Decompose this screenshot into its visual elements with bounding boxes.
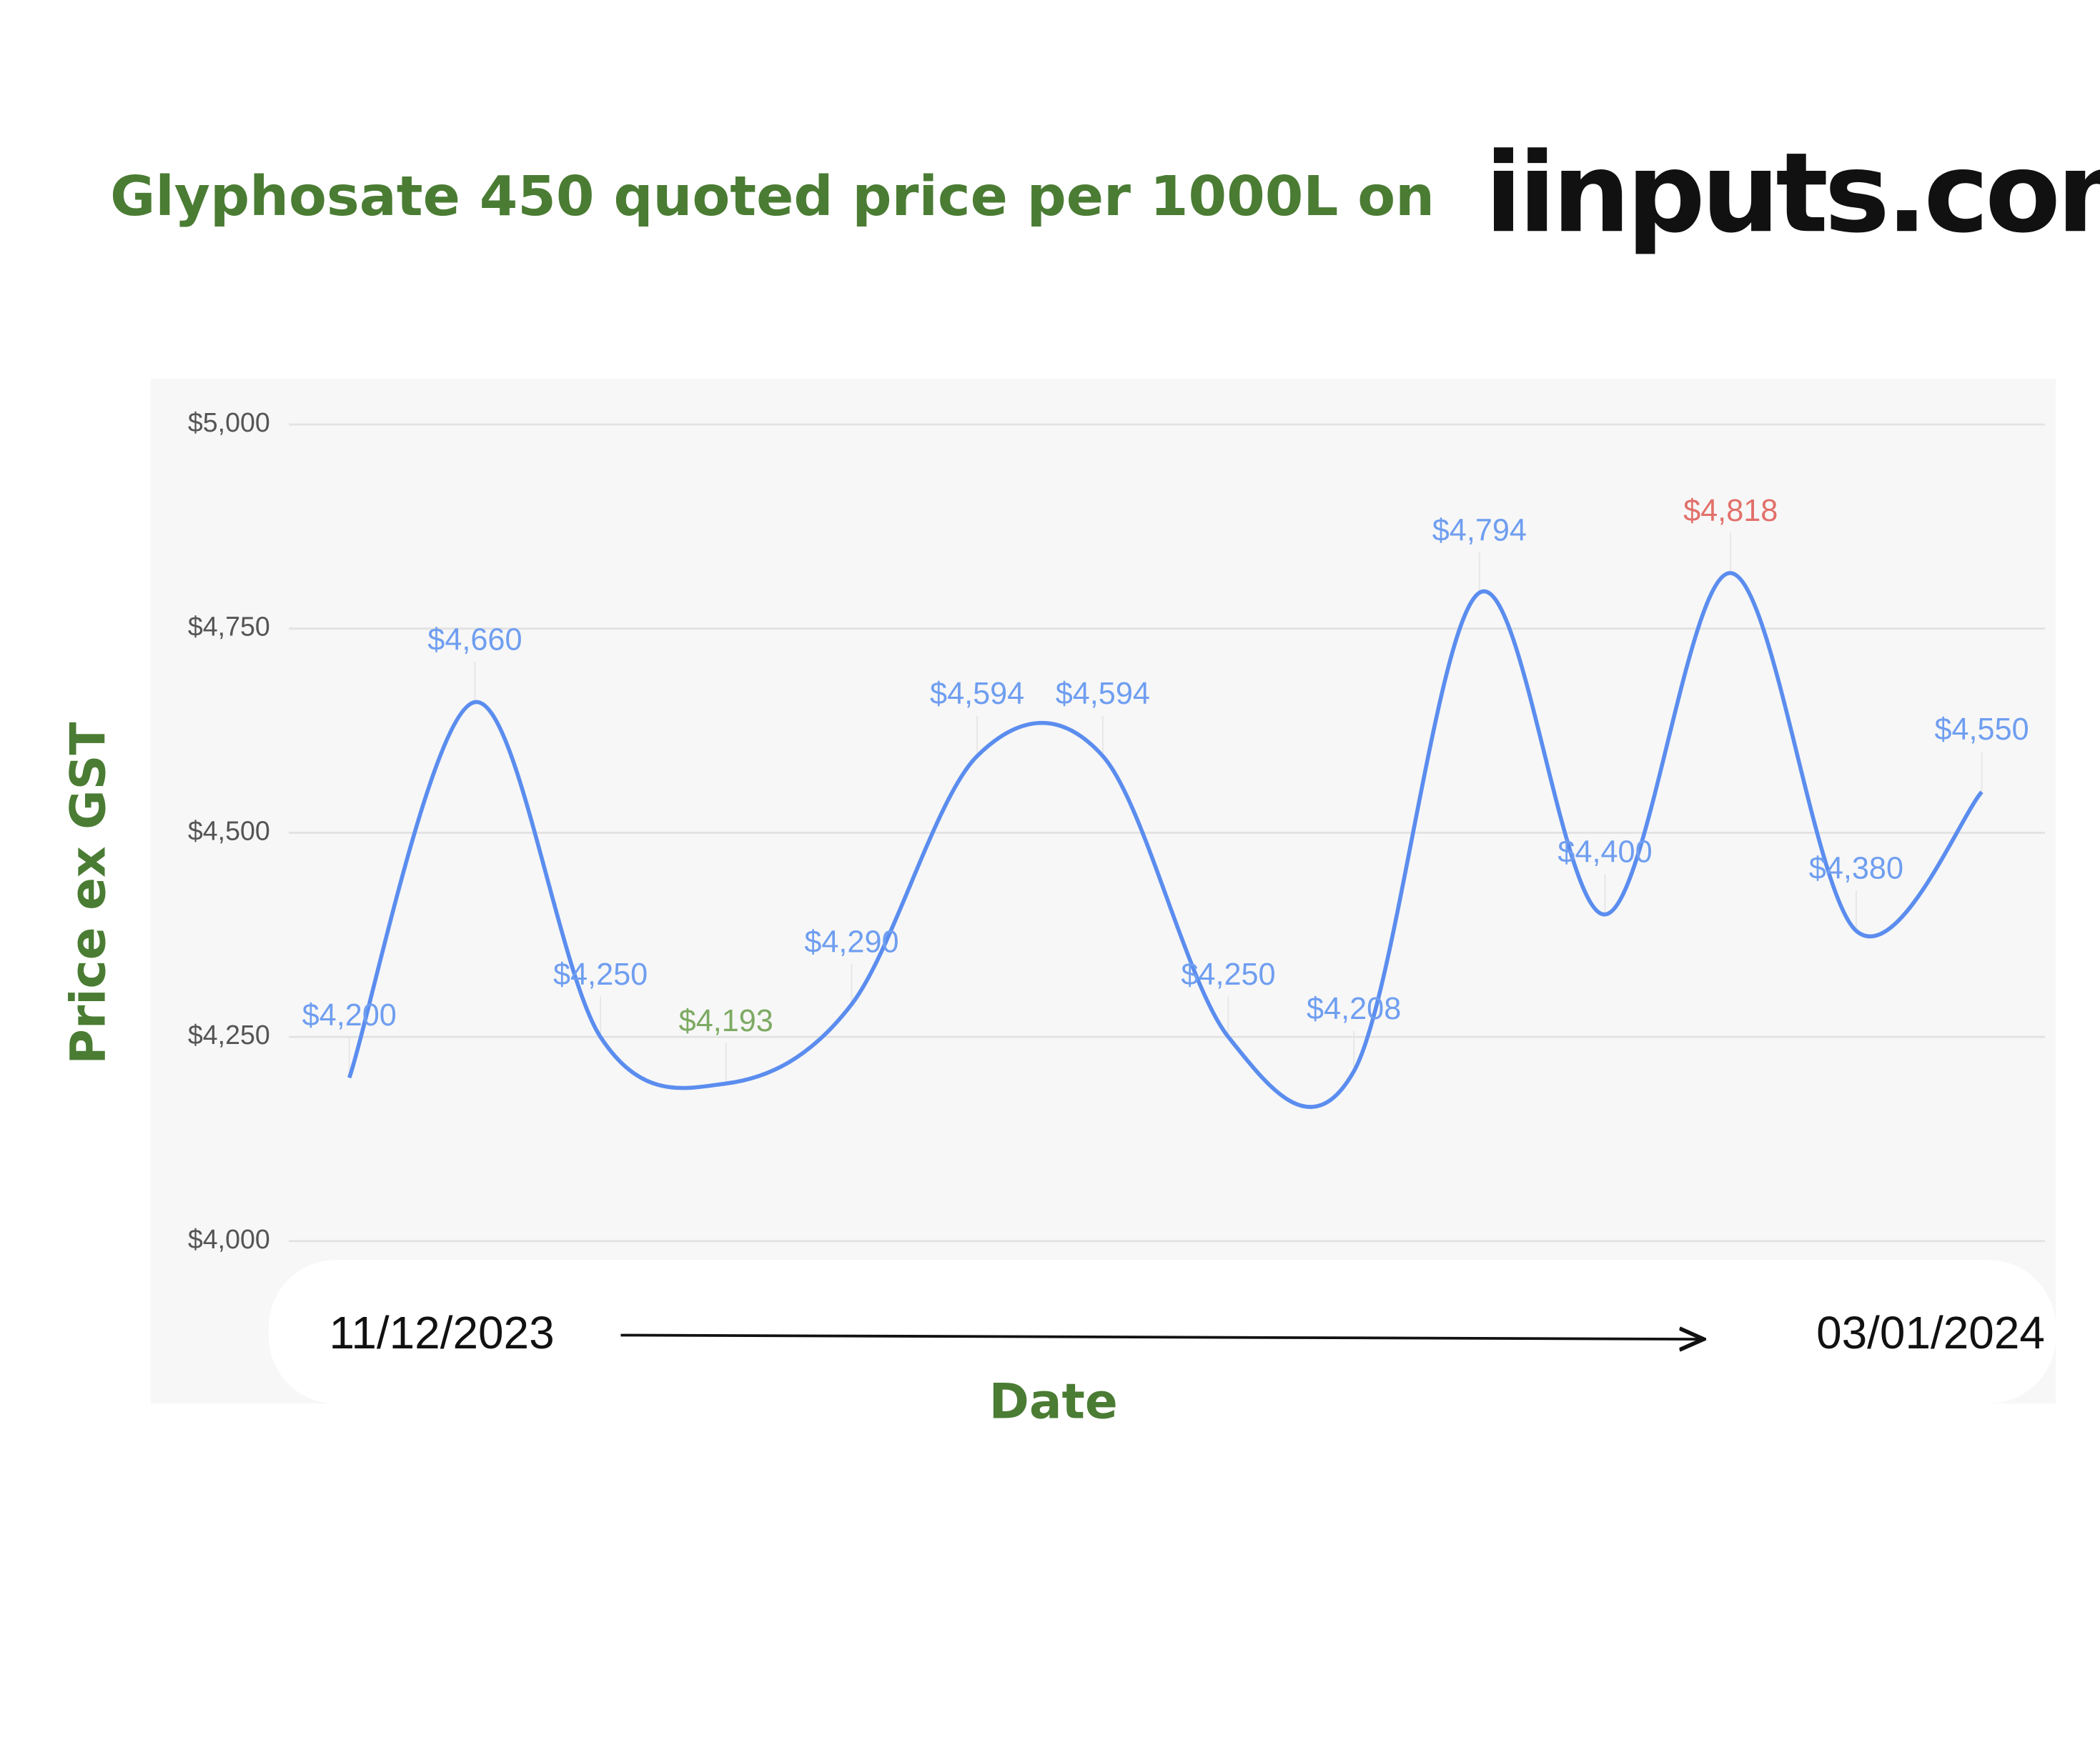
x-tick-label: 03/01/2024 — [1816, 1307, 2045, 1358]
plot-background — [150, 379, 2056, 1404]
data-label: $4,794 — [1432, 513, 1527, 547]
data-label: $4,380 — [1809, 851, 1903, 885]
x-tick-label: 11/12/2023 — [330, 1307, 555, 1358]
data-label: $4,818 — [1683, 494, 1778, 528]
y-tick-label: $4,750 — [188, 612, 270, 642]
x-axis-label: Date — [989, 1373, 1118, 1430]
y-tick-label: $4,500 — [188, 815, 270, 845]
chart-title: Glyphosate 450 quoted price per 1000L on — [110, 164, 1435, 229]
line — [347, 571, 1983, 1109]
y-tick-label: $4,250 — [188, 1020, 270, 1050]
data-label: $4,193 — [679, 1004, 773, 1038]
data-label: $4,660 — [427, 622, 522, 657]
data-label: $4,250 — [553, 958, 648, 992]
data-label: $4,208 — [1307, 992, 1401, 1026]
data-label: $4,400 — [1557, 835, 1652, 870]
y-axis-label: Price ex GST — [60, 722, 117, 1064]
y-tick-label: $4,000 — [188, 1224, 270, 1254]
data-label: $4,200 — [302, 998, 397, 1033]
y-tick-label: $5,000 — [188, 407, 270, 437]
data-label: $4,594 — [930, 677, 1024, 711]
data-label: $4,550 — [1934, 712, 2029, 747]
data-label: $4,594 — [1056, 677, 1150, 711]
date-arrow — [620, 1335, 1703, 1339]
data-label: $4,250 — [1181, 958, 1275, 992]
x-axis-panel — [268, 1260, 2056, 1404]
data-label: $4,290 — [804, 925, 898, 959]
logo: iinputs.com — [1485, 129, 2100, 257]
